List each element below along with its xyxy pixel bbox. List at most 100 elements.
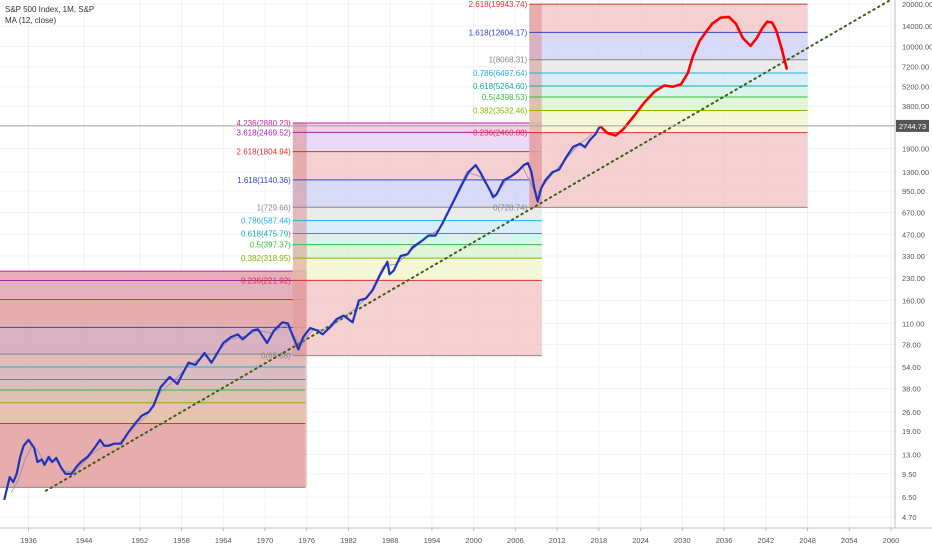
price-tick-label: 4.70 xyxy=(902,513,917,522)
fib-level-label: 0.382(318.95) xyxy=(241,254,291,263)
fib-zone-0-0.236 xyxy=(292,280,542,356)
price-tick-label: 160.00 xyxy=(902,296,925,305)
fib-zone-0.236-0.382 xyxy=(0,402,306,424)
time-tick-label: 2036 xyxy=(716,536,733,545)
price-tick-label: 13.00 xyxy=(902,451,921,460)
price-tick-label: 38.00 xyxy=(902,385,921,394)
fib-zone-0-0.236 xyxy=(529,132,808,208)
time-tick-label: 2006 xyxy=(507,536,524,545)
price-line xyxy=(3,126,601,501)
fib-zone-3.618-4.236 xyxy=(0,271,306,281)
fib-level-label: 1(729.66) xyxy=(257,203,292,212)
price-tick-label: 470.00 xyxy=(902,230,925,239)
fib-zone-0.618-0.786 xyxy=(529,73,808,86)
fib-level-label: 1.618(12604.17) xyxy=(469,28,528,37)
price-tick-label: 1300.00 xyxy=(902,168,929,177)
price-tick-label: 54.00 xyxy=(902,363,921,372)
price-tick-label: 1900.00 xyxy=(902,145,929,154)
price-axis[interactable]: 20000.00 14000.00 10000.00 7200.00 5200.00 38… xyxy=(902,0,932,522)
indicator-title[interactable]: MA (12, close) xyxy=(5,16,57,25)
fib-zone-1.618-2.618 xyxy=(529,4,808,33)
time-tick-label: 1964 xyxy=(215,536,232,545)
fib-zone-1.618-2.618 xyxy=(292,151,542,180)
time-tick-label: 1970 xyxy=(257,536,274,545)
fib-level-label: 2.618(19943.74) xyxy=(469,0,528,9)
price-tick-label: 3800.00 xyxy=(902,102,929,111)
time-tick-label: 1994 xyxy=(424,536,441,545)
price-tick-label: 110.00 xyxy=(902,319,924,328)
price-tick-label: 230.00 xyxy=(902,274,925,283)
price-tick-label: 330.00 xyxy=(902,252,925,261)
fib-level-label: 2.618(1804.94) xyxy=(237,148,292,157)
time-tick-label: 1988 xyxy=(382,536,399,545)
fib-level-label: 4.236(2880.23) xyxy=(237,119,292,128)
last-price-badge-bg xyxy=(896,119,929,132)
price-tick-label: 670.00 xyxy=(902,209,925,218)
fib-level-label: 1(8068.31) xyxy=(489,56,528,65)
fib-zone-0.786-1 xyxy=(292,207,542,221)
price-tick-label: 26.00 xyxy=(902,408,921,417)
symbol-title[interactable]: S&P 500 Index, 1M, S&P xyxy=(5,5,95,14)
time-tick-label: 2042 xyxy=(757,536,774,545)
fib-zone-1.618-2.618 xyxy=(0,299,306,328)
fib-level-label: 0.5(397.37) xyxy=(250,241,291,250)
time-tick-label: 2060 xyxy=(883,536,900,545)
fib-zone-0.618-0.786 xyxy=(0,367,306,380)
time-tick-label: 1958 xyxy=(173,536,190,545)
fib-zone-0.618-0.786 xyxy=(292,220,542,234)
price-tick-label: 5200.00 xyxy=(902,83,929,92)
projection-line xyxy=(599,15,788,137)
fib-zone-0.5-0.618 xyxy=(0,379,306,391)
fib-level-label: 0.382(3532.46) xyxy=(473,106,528,115)
fib-zone-1-1.618 xyxy=(292,179,542,208)
fib-zone-0-0.236 xyxy=(0,423,306,488)
time-tick-label: 1936 xyxy=(20,536,37,545)
time-tick-label: 2048 xyxy=(799,536,816,545)
fib-level-label: 0.236(2460.88) xyxy=(473,129,528,138)
fib-zone-0.786-1 xyxy=(529,59,808,74)
fib-level-label: 0.618(475.79) xyxy=(241,230,291,239)
last-price-label: 2744.73 xyxy=(899,122,926,131)
fib-zone-0.382-0.5 xyxy=(529,96,808,111)
fib-zone-3.618-4.236 xyxy=(292,122,542,133)
fib-zone-0.786-1 xyxy=(0,354,306,368)
time-tick-label: 1944 xyxy=(76,536,93,545)
time-tick-label: 2012 xyxy=(549,536,566,545)
fib-level-label: 0.5(4398.53) xyxy=(482,93,528,102)
time-axis[interactable]: 1936 1944 1952 1958 1964 1970 1976 1982 1988 1994… xyxy=(20,528,899,545)
fib-level-label: 3.618(2469.52) xyxy=(237,128,292,137)
price-tick-label: 7200.00 xyxy=(902,63,929,72)
time-tick-label: 1982 xyxy=(340,536,357,545)
fib-highlight-strip xyxy=(529,4,542,208)
fib-zone-2.618-3.618 xyxy=(0,280,306,300)
price-tick-label: 78.00 xyxy=(902,341,921,350)
time-tick-label: 2054 xyxy=(841,536,858,545)
time-tick-label: 1952 xyxy=(131,536,148,545)
price-tick-label: 14000.00 xyxy=(902,22,932,31)
fib-level-label: 0.236(221.92) xyxy=(241,276,291,285)
fib-zone-0.5-0.618 xyxy=(529,85,808,97)
fib-retracement-2: 4.236(2880.23)3.618(2469.52) 2.618(1804.9… xyxy=(237,119,542,361)
price-tick-label: 10000.00 xyxy=(902,43,932,52)
last-price-badge: 2744.73 xyxy=(896,119,929,132)
price-tick-label: 19.00 xyxy=(902,427,921,436)
fib-highlight-strip xyxy=(292,122,307,356)
time-tick-label: 2018 xyxy=(591,536,608,545)
price-series xyxy=(3,0,893,501)
price-tick-label: 6.50 xyxy=(902,493,917,502)
trendline-line xyxy=(44,0,893,492)
fib-level-label: 0.618(5264.60) xyxy=(473,82,528,91)
price-tick-label: 20000.00 xyxy=(902,0,932,9)
time-tick-label: 2024 xyxy=(632,536,649,545)
price-tick-label: 9.50 xyxy=(902,470,917,479)
fib-zone-2.618-3.618 xyxy=(292,132,542,152)
price-tick-label: 950.00 xyxy=(902,187,925,196)
fib-level-label: 0(65.08) xyxy=(261,352,291,361)
fib-zone-0.382-0.5 xyxy=(292,244,542,259)
time-tick-label: 1976 xyxy=(298,536,315,545)
fib-level-label: 0.786(6497.64) xyxy=(473,69,528,78)
fib-level-label: 0.786(587.44) xyxy=(241,217,291,226)
time-tick-label: 2000 xyxy=(465,536,482,545)
time-tick-label: 2030 xyxy=(674,536,691,545)
